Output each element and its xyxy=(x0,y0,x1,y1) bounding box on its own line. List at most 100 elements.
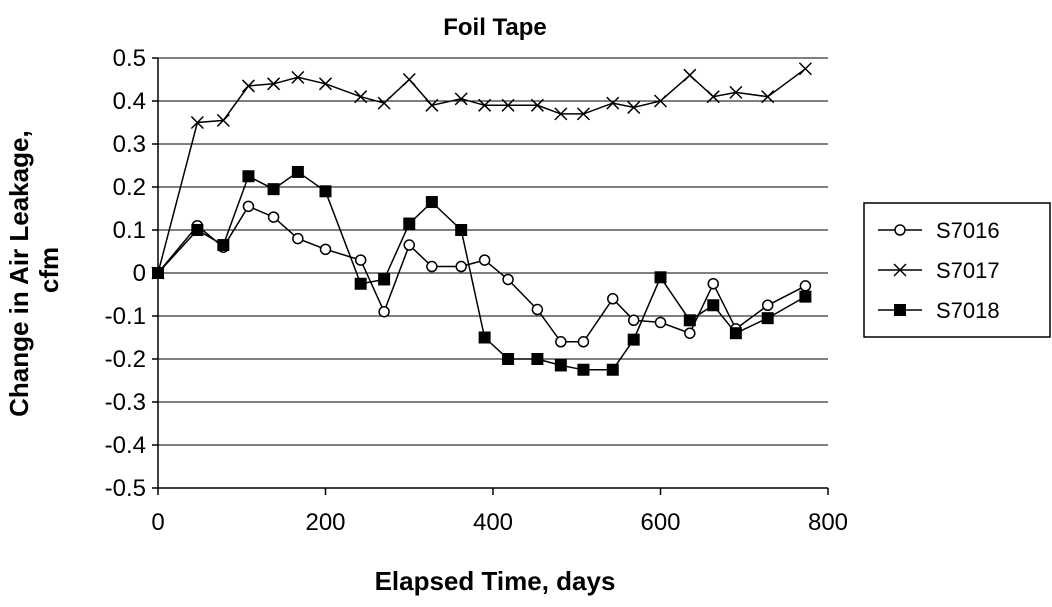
y-tick-label: 0.1 xyxy=(113,217,146,244)
data-point-s7018 xyxy=(654,271,667,284)
legend-item-s7018: S7018 xyxy=(878,298,1000,323)
data-point-s7016 xyxy=(555,336,567,348)
data-point-s7016 xyxy=(654,316,667,329)
x-tick-labels: 0 200 400 600 800 xyxy=(151,509,848,536)
data-point-s7016 xyxy=(761,299,774,311)
x-tick-label: 200 xyxy=(305,509,345,536)
data-point-s7017 xyxy=(761,90,775,104)
data-point-s7018 xyxy=(729,327,742,340)
series-s7016 xyxy=(152,200,812,348)
data-point-s7016 xyxy=(426,260,438,273)
data-point-s7018 xyxy=(502,353,515,365)
data-point-s7016 xyxy=(242,200,255,213)
y-tick-label: -0.2 xyxy=(105,346,146,373)
y-axis-title-line2: cfm xyxy=(34,247,64,293)
data-point-s7017 xyxy=(478,98,492,112)
data-point-s7017 xyxy=(606,96,620,110)
y-tick-label: 0.2 xyxy=(113,174,146,201)
y-tick-label: -0.3 xyxy=(105,389,146,416)
data-point-s7016 xyxy=(478,254,491,266)
data-point-s7018 xyxy=(403,217,416,230)
data-point-s7018 xyxy=(531,353,544,365)
y-tick-label: 0 xyxy=(133,260,146,287)
y-tick-label: 0.5 xyxy=(113,45,146,72)
data-point-s7017 xyxy=(318,77,333,91)
data-point-s7018 xyxy=(478,331,491,344)
legend-item-s7017: S7017 xyxy=(878,258,1000,283)
data-point-s7017 xyxy=(627,100,641,114)
data-point-s7018 xyxy=(378,273,391,286)
data-point-s7018 xyxy=(455,224,468,236)
y-axis-title: Change in Air Leakage, cfm xyxy=(4,123,64,417)
data-point-s7017 xyxy=(291,70,305,84)
data-point-s7018 xyxy=(577,363,590,376)
series-s7018 xyxy=(152,165,812,376)
data-point-s7018 xyxy=(242,170,255,183)
data-point-s7018 xyxy=(554,359,567,372)
data-point-s7016 xyxy=(267,211,280,223)
data-point-s7018 xyxy=(191,224,204,236)
data-point-s7018 xyxy=(354,277,367,290)
data-point-s7017 xyxy=(683,68,697,82)
legend-item-s7016: S7016 xyxy=(878,218,1000,243)
data-point-s7017 xyxy=(267,77,281,91)
gridlines xyxy=(152,57,828,489)
y-axis-title-line1: Change in Air Leakage, xyxy=(4,130,34,417)
data-point-s7018 xyxy=(267,183,280,196)
data-point-s7016 xyxy=(502,273,514,286)
legend: S7016 S7017 S7018 xyxy=(863,202,1051,338)
data-point-s7018 xyxy=(291,165,304,178)
data-point-s7017 xyxy=(653,94,668,108)
data-point-s7016 xyxy=(577,336,590,348)
data-point-s7018 xyxy=(707,299,720,312)
data-point-s7017 xyxy=(706,90,720,104)
data-point-s7018 xyxy=(152,267,164,279)
legend-marker-s7018 xyxy=(894,304,906,316)
y-tick-label: -0.4 xyxy=(105,432,146,459)
data-point-s7016 xyxy=(707,278,720,290)
x-axis-title: Elapsed Time, days xyxy=(375,566,616,596)
legend-marker-s7017 xyxy=(893,263,907,277)
series-layer xyxy=(151,62,812,376)
data-point-s7017 xyxy=(241,79,255,93)
data-point-s7017 xyxy=(216,113,230,127)
series-line-s7017 xyxy=(157,68,806,274)
legend-label: S7018 xyxy=(936,298,1000,323)
data-point-s7016 xyxy=(455,260,467,273)
data-point-s7017 xyxy=(554,107,568,121)
data-point-s7018 xyxy=(425,196,438,209)
data-point-s7017 xyxy=(377,96,391,110)
x-tick-label: 800 xyxy=(808,509,848,536)
y-tick-label: 0.3 xyxy=(113,131,146,158)
data-point-s7016 xyxy=(319,243,332,256)
data-point-s7016 xyxy=(292,232,304,245)
data-point-s7017 xyxy=(354,90,368,104)
data-point-s7017 xyxy=(425,98,439,112)
data-point-s7018 xyxy=(606,363,619,376)
data-point-s7017 xyxy=(190,115,204,130)
data-point-s7016 xyxy=(531,303,544,316)
data-point-s7016 xyxy=(403,239,415,251)
data-point-s7016 xyxy=(378,305,390,318)
data-point-s7016 xyxy=(684,327,696,339)
data-point-s7018 xyxy=(217,239,230,252)
data-point-s7017 xyxy=(501,98,515,112)
data-point-s7016 xyxy=(354,254,367,266)
data-point-s7018 xyxy=(319,185,332,198)
data-point-s7016 xyxy=(799,280,812,292)
data-point-s7017 xyxy=(454,92,468,106)
x-tick-label: 0 xyxy=(151,509,164,536)
data-point-s7017 xyxy=(729,85,743,99)
chart-title: Foil Tape xyxy=(443,14,547,41)
data-point-s7018 xyxy=(683,314,696,327)
series-s7017 xyxy=(151,62,812,280)
axes xyxy=(157,58,829,495)
legend-label: S7017 xyxy=(936,258,1000,283)
data-point-s7018 xyxy=(799,290,812,303)
x-tick-label: 400 xyxy=(473,509,513,536)
y-tick-label: -0.1 xyxy=(105,303,146,330)
data-point-s7017 xyxy=(576,107,590,121)
x-tick-label: 600 xyxy=(640,509,680,536)
y-tick-label: -0.5 xyxy=(105,475,146,502)
